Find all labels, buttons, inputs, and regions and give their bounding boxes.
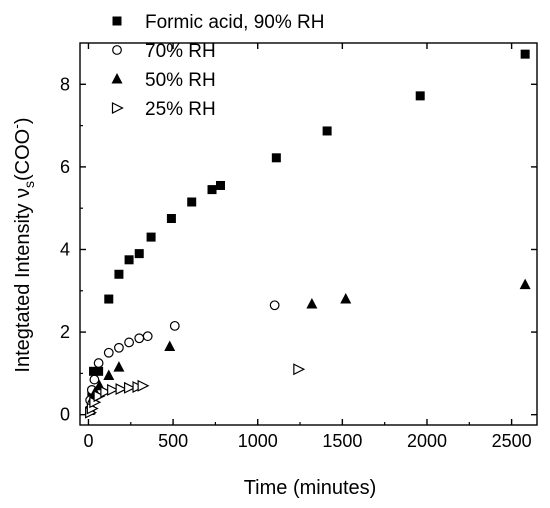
y-tick-label: 6 (60, 157, 70, 177)
legend-label-1: Formic acid, 90% RH (145, 12, 325, 33)
data-point-series-1 (520, 49, 530, 59)
data-point-series-1 (104, 294, 114, 304)
series-1 (85, 49, 530, 416)
data-point-series-3 (103, 369, 115, 380)
data-point-series-2 (134, 333, 145, 344)
y-tick-label: 4 (60, 239, 70, 259)
data-markers (84, 49, 531, 419)
data-point-series-3 (113, 361, 125, 372)
data-point-series-2 (103, 347, 114, 358)
x-tick-label: 1000 (238, 431, 278, 451)
data-point-series-3 (306, 297, 318, 309)
data-point-series-4 (100, 385, 113, 398)
data-point-series-3 (519, 278, 531, 290)
data-point-series-1 (271, 153, 281, 163)
data-point-series-2 (169, 320, 180, 331)
data-point-series-1 (322, 126, 332, 136)
y-tick-label: 8 (60, 74, 70, 94)
y-axis-ticks: 0 2 4 6 8 (60, 74, 537, 425)
x-axis-ticks: 0 500 1000 1500 2000 2500 (83, 43, 532, 451)
plot-frame (79, 42, 538, 426)
data-point-series-1 (215, 180, 225, 190)
y-tick-label: 0 (60, 405, 70, 425)
data-point-series-1 (166, 214, 176, 224)
x-tick-label: 2500 (492, 431, 532, 451)
x-tick-label: 1500 (322, 431, 362, 451)
legend: Formic acid, 90% RH 70% RH 50% RH 25% RH (111, 12, 325, 120)
series-3 (84, 278, 531, 415)
data-point-series-1 (415, 91, 425, 101)
data-point-series-2 (89, 374, 100, 385)
y-axis-label-subscript: s (21, 181, 37, 188)
data-point-series-1 (146, 232, 156, 242)
x-tick-label: 500 (158, 431, 188, 451)
x-axis-label: Time (minutes) (244, 477, 377, 499)
y-axis-label: Integtated Intensity νs(COO-) (8, 117, 37, 372)
data-point-series-1 (134, 249, 144, 259)
data-point-legend-2 (112, 45, 122, 55)
data-point-legend-3 (111, 73, 123, 84)
legend-label-2: 70% RH (145, 41, 216, 62)
data-point-series-1 (207, 185, 217, 195)
data-point-series-2 (142, 331, 153, 342)
y-tick-label: 2 (60, 322, 70, 342)
data-point-series-4 (123, 381, 136, 394)
x-tick-label: 0 (83, 431, 93, 451)
data-point-series-2 (269, 300, 280, 311)
data-point-series-3 (340, 293, 352, 304)
y-axis-label-tail: (COO (12, 129, 34, 181)
legend-label-4: 25% RH (145, 99, 216, 120)
data-point-series-1 (94, 366, 104, 376)
data-point-series-4 (107, 383, 120, 396)
data-point-series-1 (89, 366, 99, 376)
data-point-series-4 (93, 390, 106, 403)
data-point-series-3 (164, 340, 176, 352)
legend-label-3: 50% RH (145, 70, 216, 91)
data-point-series-1 (114, 269, 124, 279)
data-point-series-4 (293, 363, 306, 376)
y-axis-label-main: Integtated Intensity ν (12, 188, 34, 373)
data-point-series-1 (187, 197, 197, 207)
data-point-legend-4 (111, 102, 124, 114)
y-axis-label-close: ) (12, 117, 34, 124)
x-tick-label: 2000 (407, 431, 447, 451)
data-point-series-4 (137, 379, 150, 392)
data-point-series-2 (114, 342, 124, 353)
data-point-series-2 (124, 337, 134, 348)
series-4 (85, 363, 306, 419)
y-axis-label-superscript: - (8, 124, 24, 129)
data-point-series-4 (115, 383, 128, 396)
data-point-series-2 (93, 358, 104, 368)
plot-area-border (79, 42, 538, 426)
data-point-series-1 (124, 255, 134, 265)
data-point-legend-1 (112, 16, 122, 26)
